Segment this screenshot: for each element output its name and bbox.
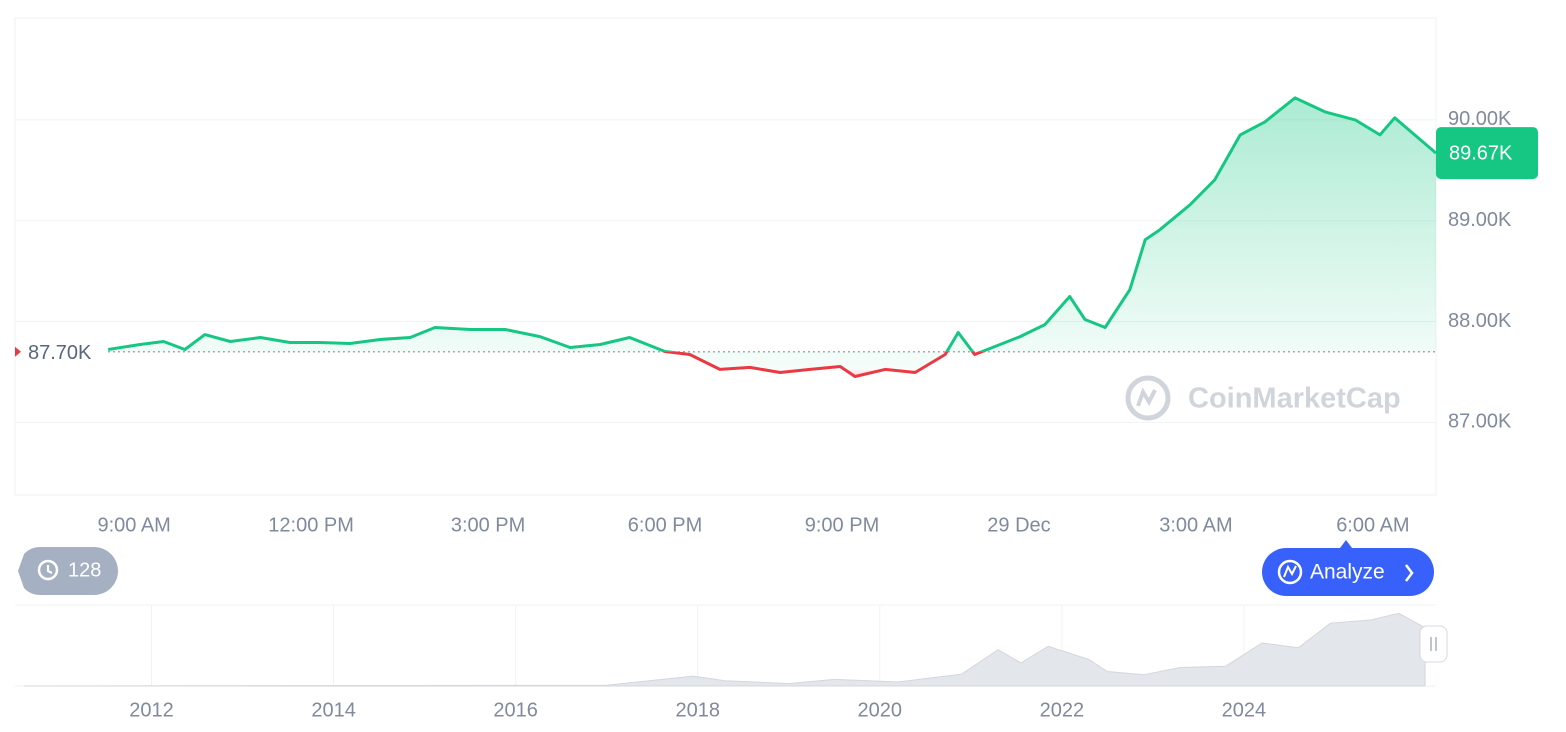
x-tick-label: 9:00 PM: [805, 514, 879, 536]
y-tick-label: 88.00K: [1448, 310, 1512, 332]
x-tick-label: 2014: [311, 699, 356, 721]
x-tick-label: 2022: [1040, 699, 1085, 721]
analyze-button-bg[interactable]: [1262, 548, 1434, 596]
x-tick-label: 12:00 PM: [268, 514, 354, 536]
navigator: 2012 2014 2016 2018 2020 2022 2024: [15, 604, 1436, 721]
watermark-logo: [1136, 387, 1157, 407]
x-tick-label: 3:00 PM: [451, 514, 525, 536]
x-tick-label: 2018: [675, 699, 720, 721]
x-tick-label: 2020: [858, 699, 903, 721]
analyze-button[interactable]: Analyze: [1262, 540, 1434, 596]
last-price-badge: [1436, 127, 1538, 180]
analyze-chevron: [1405, 564, 1414, 582]
price-area: [108, 97, 1436, 377]
x-tick-label: 3:00 AM: [1159, 514, 1232, 536]
history-badge[interactable]: 128: [18, 547, 118, 595]
baseline-label: 87.70K: [28, 342, 92, 364]
analyze-icon: [1277, 559, 1303, 585]
history-badge-bg[interactable]: [18, 547, 118, 595]
x-tick-label: 29 Dec: [987, 514, 1050, 536]
price-line: [107, 96, 1437, 378]
x-tick-label: 2012: [129, 699, 174, 721]
x-tick-label: 2016: [493, 699, 538, 721]
watermark: CoinMarketCap: [1125, 375, 1401, 421]
analyze-pointer: [1340, 540, 1352, 548]
y-tick-label: 89.00K: [1448, 209, 1512, 231]
last-price-label: 89.67K: [1449, 142, 1513, 164]
baseline-marker: [15, 346, 21, 357]
x-tick-label: 6:00 AM: [1336, 514, 1409, 536]
y-tick-label: 90.00K: [1448, 108, 1512, 130]
x-tick-label: 9:00 AM: [97, 514, 170, 536]
main-chart: 87.00K 88.00K 89.00K 90.00K 9:00 AM 12:00 PM 3…: [15, 96, 1538, 536]
history-icon: [37, 559, 59, 581]
analyze-icon: [1283, 564, 1297, 578]
history-area: [24, 612, 1426, 687]
analyze-label[interactable]: Analyze: [1310, 561, 1385, 584]
watermark-logo: [1125, 375, 1171, 421]
navigator-handle[interactable]: [1419, 625, 1448, 663]
x-tick-label: 6:00 PM: [628, 514, 702, 536]
x-tick-label: 2024: [1222, 699, 1267, 721]
history-icon: [46, 565, 53, 574]
navigator-handle[interactable]: [1419, 625, 1448, 663]
y-tick-label: 87.00K: [1448, 411, 1512, 433]
watermark-text: CoinMarketCap: [1188, 383, 1401, 415]
history-count: 128: [68, 559, 101, 581]
